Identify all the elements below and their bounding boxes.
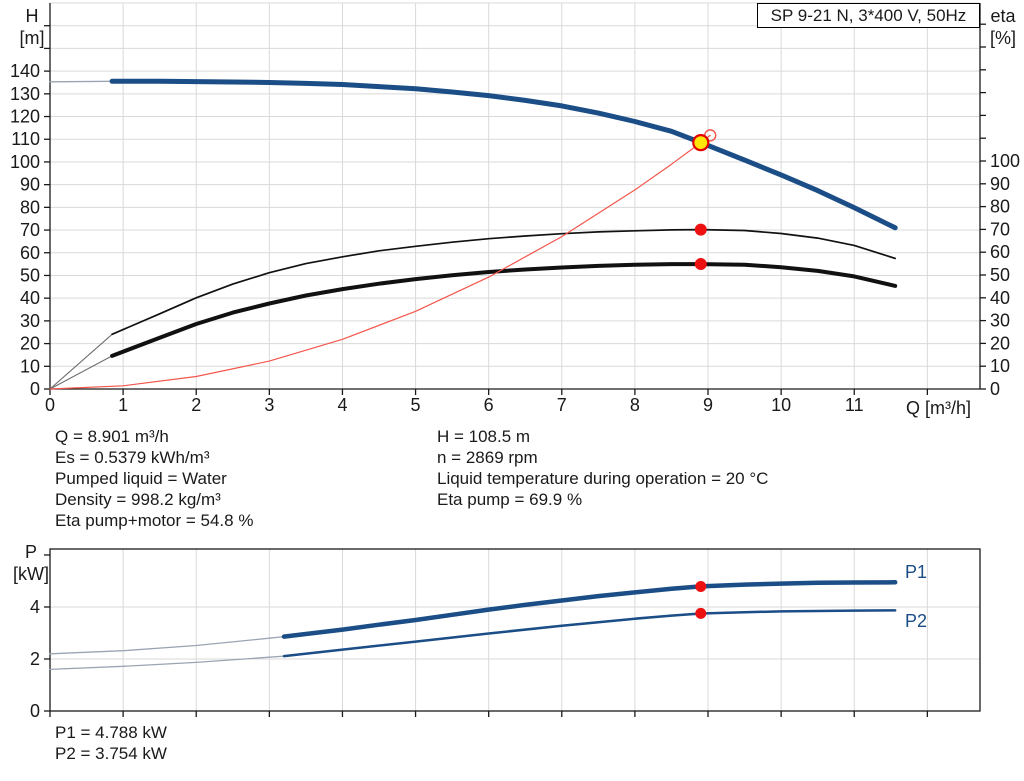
svg-text:100: 100 — [10, 152, 40, 172]
pump-title-box: SP 9-21 N, 3*400 V, 50Hz — [757, 3, 980, 28]
svg-text:20: 20 — [990, 333, 1010, 353]
svg-text:0: 0 — [30, 701, 40, 721]
eta-pump-operating-point — [694, 223, 707, 236]
svg-text:1: 1 — [118, 395, 128, 415]
h-axis-title-line1: H — [25, 6, 39, 26]
result-p1: P1 = 4.788 kW — [55, 723, 167, 742]
annotation-q: Q = 8.901 m³/h — [55, 427, 169, 446]
svg-text:80: 80 — [990, 197, 1010, 217]
annotation-eta-pump-motor: Eta pump+motor = 54.8 % — [55, 511, 254, 530]
hq-eta-chart: 0 1 2 3 4 5 6 7 8 9 10 1101020304050607080901001101… — [10, 2, 1020, 415]
system-curve — [49, 134, 711, 390]
annotation-liquid-temperature: Liquid temperature during operation = 20… — [437, 469, 769, 488]
p1-operating-point — [695, 580, 707, 592]
p1-series-label: P1 — [905, 562, 928, 582]
svg-text:90: 90 — [990, 174, 1010, 194]
svg-text:70: 70 — [990, 219, 1010, 239]
axes — [44, 548, 981, 717]
power-chart: 0 2 4 — [30, 548, 981, 721]
result-p2: P2 = 3.754 kW — [55, 744, 167, 763]
svg-text:8: 8 — [630, 395, 640, 415]
svg-text:0: 0 — [45, 395, 55, 415]
svg-text:50: 50 — [990, 265, 1010, 285]
p1-curve-lead — [49, 635, 285, 655]
eta-axis-title: eta [%] — [983, 5, 1023, 49]
eta-pump-motor-curve — [110, 262, 898, 358]
p2-operating-point — [695, 607, 707, 619]
svg-text:5: 5 — [411, 395, 421, 415]
svg-text:40: 40 — [20, 288, 40, 308]
svg-text:110: 110 — [11, 129, 40, 149]
svg-text:10: 10 — [20, 356, 40, 376]
annotations-right-column: H = 108.5 m n = 2869 rpm Liquid temperat… — [437, 426, 768, 510]
svg-text:130: 130 — [10, 84, 40, 104]
head-curve — [109, 78, 898, 231]
svg-text:30: 30 — [990, 311, 1010, 331]
annotation-n: n = 2869 rpm — [437, 448, 538, 467]
svg-text:100: 100 — [990, 151, 1020, 171]
svg-text:3: 3 — [264, 395, 274, 415]
svg-text:10: 10 — [771, 395, 791, 415]
svg-text:90: 90 — [20, 175, 40, 195]
p2-curve — [282, 609, 897, 658]
gridlines — [50, 2, 980, 389]
gridlines — [50, 549, 980, 711]
p-axis-title-line1: P — [24, 542, 37, 562]
svg-text:11: 11 — [845, 395, 864, 415]
annotation-pumped-liquid: Pumped liquid = Water — [55, 469, 227, 488]
svg-text:80: 80 — [20, 197, 40, 217]
h-axis-title-line2: [m] — [19, 28, 45, 48]
h-axis-title: H [m] — [12, 5, 52, 49]
p2-curve-lead — [49, 655, 285, 671]
p1-curve — [281, 580, 898, 639]
annotation-es: Es = 0.5379 kWh/m³ — [55, 448, 210, 467]
head-curve-lead — [49, 80, 113, 83]
p-axis-title-line2: [kW] — [13, 564, 49, 584]
svg-text:4: 4 — [30, 597, 40, 617]
eta-pump-curve — [111, 228, 897, 336]
duty-point — [692, 134, 710, 152]
svg-text:9: 9 — [703, 395, 713, 415]
svg-text:70: 70 — [20, 220, 40, 240]
svg-text:0: 0 — [30, 379, 40, 399]
annotation-eta-pump: Eta pump = 69.9 % — [437, 490, 583, 509]
tick-labels: 0 2 4 — [30, 597, 40, 721]
svg-text:7: 7 — [557, 395, 567, 415]
svg-text:6: 6 — [484, 395, 494, 415]
eta-pump-curve-lead — [49, 333, 113, 390]
p2-series-label: P2 — [905, 611, 928, 631]
annotation-density: Density = 998.2 kg/m³ — [55, 490, 221, 509]
svg-text:2: 2 — [30, 649, 40, 669]
eta-pump-motor-operating-point — [694, 258, 707, 271]
svg-text:60: 60 — [990, 242, 1010, 262]
svg-text:4: 4 — [337, 395, 347, 415]
power-results: P1 = 4.788 kW P2 = 3.754 kW — [55, 722, 167, 764]
eta-axis-title-line1: eta — [990, 6, 1016, 26]
annotation-h: H = 108.5 m — [437, 427, 531, 446]
p-axis-title: P [kW] — [8, 541, 54, 585]
svg-text:20: 20 — [20, 334, 40, 354]
svg-text:0: 0 — [990, 379, 1000, 399]
annotations-left-column: Q = 8.901 m³/h Es = 0.5379 kWh/m³ Pumped… — [55, 426, 253, 531]
q-axis-unit-label: Q [m³/h] — [906, 398, 972, 418]
svg-text:140: 140 — [10, 61, 40, 81]
svg-text:2: 2 — [191, 395, 201, 415]
axes — [44, 3, 986, 395]
tick-labels: 0 1 2 3 4 5 6 7 8 9 10 1101020304050607080901001101… — [10, 61, 1020, 415]
svg-text:10: 10 — [990, 356, 1010, 376]
svg-text:40: 40 — [990, 288, 1010, 308]
svg-text:30: 30 — [20, 311, 40, 331]
svg-text:120: 120 — [10, 107, 40, 127]
svg-text:50: 50 — [20, 265, 40, 285]
eta-axis-title-line2: [%] — [989, 28, 1016, 48]
svg-text:60: 60 — [20, 243, 40, 263]
eta-pump-motor-curve-lead — [49, 355, 113, 390]
